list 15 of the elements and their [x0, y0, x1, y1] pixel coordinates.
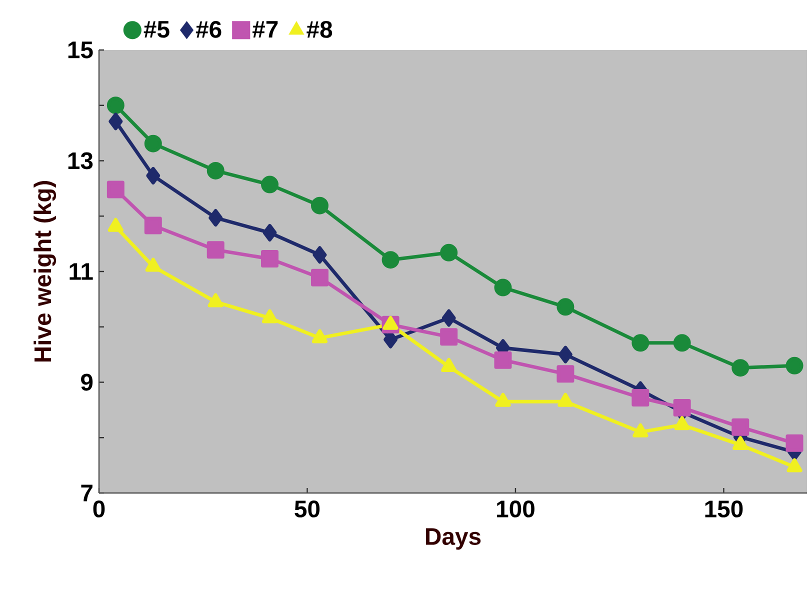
- legend-label: #8: [306, 20, 332, 38]
- y-tick-label: 15: [68, 42, 93, 58]
- y-tick-label: 11: [70, 263, 93, 280]
- legend-label: #7: [252, 21, 278, 38]
- x-tick-label: 150: [705, 500, 743, 518]
- legend-label: #6: [196, 20, 222, 38]
- x-tick-label: 0: [93, 500, 105, 518]
- y-tick-label: 9: [81, 374, 93, 391]
- y-tick-label: 13: [68, 152, 93, 170]
- y-axis-title: Hive weight (kg): [34, 181, 56, 362]
- x-tick-label: 100: [497, 500, 534, 518]
- x-tick-label: 50: [294, 500, 320, 518]
- x-axis-title: Days: [426, 528, 481, 550]
- legend-label: #5: [144, 21, 170, 38]
- y-tick-label: 7: [81, 484, 92, 502]
